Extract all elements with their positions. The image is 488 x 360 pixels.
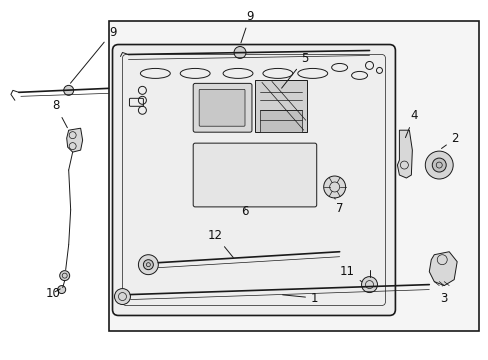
Text: 12: 12 xyxy=(207,229,233,257)
Polygon shape xyxy=(66,128,82,152)
Circle shape xyxy=(58,285,65,293)
FancyBboxPatch shape xyxy=(254,80,306,132)
Circle shape xyxy=(323,176,345,198)
Text: 10: 10 xyxy=(45,287,60,300)
Circle shape xyxy=(114,289,130,305)
Circle shape xyxy=(425,151,452,179)
Text: 9: 9 xyxy=(70,26,116,83)
Text: 4: 4 xyxy=(405,109,417,138)
Circle shape xyxy=(60,271,69,280)
FancyBboxPatch shape xyxy=(199,89,244,126)
Polygon shape xyxy=(108,21,478,332)
Text: 11: 11 xyxy=(340,265,361,282)
Circle shape xyxy=(63,85,74,95)
FancyBboxPatch shape xyxy=(193,143,316,207)
Circle shape xyxy=(138,255,158,275)
Polygon shape xyxy=(428,252,456,285)
Text: 1: 1 xyxy=(282,292,318,305)
Text: 7: 7 xyxy=(334,198,343,215)
Text: 5: 5 xyxy=(281,53,308,88)
Text: 9: 9 xyxy=(241,10,253,43)
Polygon shape xyxy=(397,130,411,178)
Text: 6: 6 xyxy=(241,205,248,218)
Text: 3: 3 xyxy=(440,285,447,305)
Circle shape xyxy=(143,260,153,270)
FancyBboxPatch shape xyxy=(112,45,395,315)
Circle shape xyxy=(361,276,377,293)
Circle shape xyxy=(431,158,446,172)
Text: 2: 2 xyxy=(441,132,458,148)
FancyBboxPatch shape xyxy=(193,84,251,132)
Text: 8: 8 xyxy=(52,99,67,128)
Circle shape xyxy=(234,46,245,58)
FancyBboxPatch shape xyxy=(260,110,301,132)
